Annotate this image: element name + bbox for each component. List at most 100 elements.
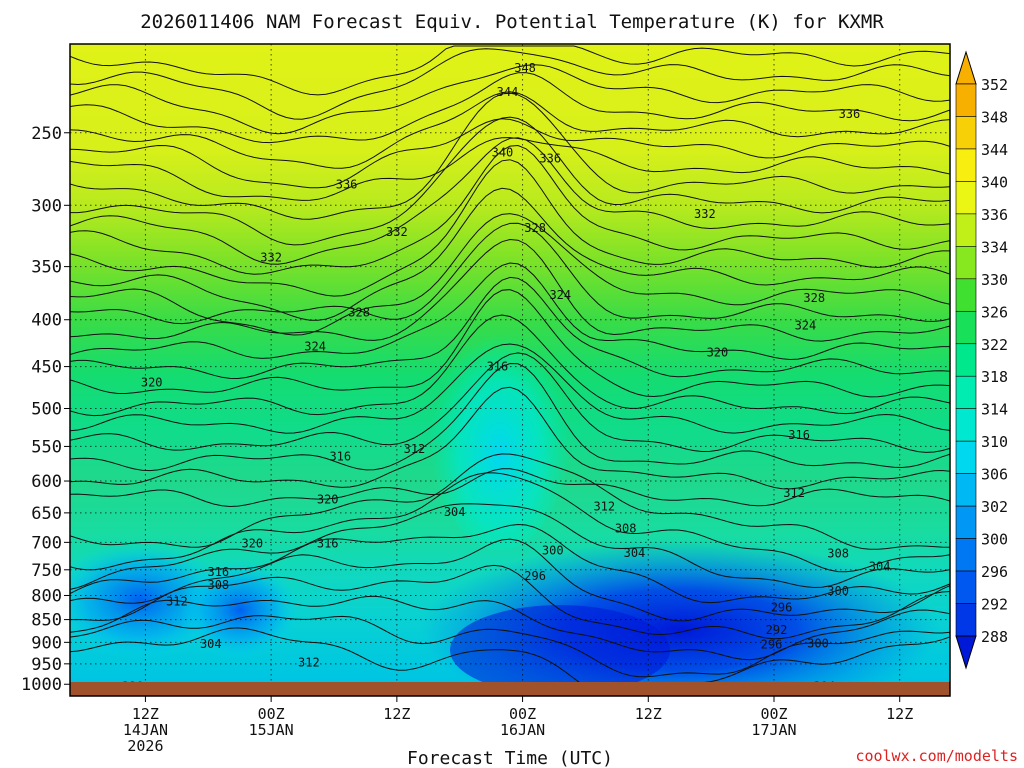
contour-label: 324 [304,340,326,354]
y-tick-label: 850 [31,611,62,631]
colorbar-label: 322 [981,336,1008,354]
plot-area: 348 344 340 336 336 336 332 332 332 328 328 328 324 3… [70,44,950,696]
y-tick-label: 350 [31,258,62,278]
contour-line [70,64,950,135]
chart-title: 2026011406 NAM Forecast Equiv. Potential… [140,11,884,33]
y-tick-label: 400 [31,311,62,331]
contour-line [70,144,950,275]
contour-line [70,343,950,434]
colorbar-label: 344 [981,141,1008,159]
contour-label: 300 [542,544,564,558]
contour-line [70,538,950,622]
colorbar-label: 340 [981,173,1008,191]
contour-label: 312 [298,655,320,669]
credit-text: coolwx.com/modelts [855,747,1018,765]
contour-label: 316 [329,450,351,464]
contour-label: 328 [524,221,546,235]
contour-line [70,137,950,265]
x-tick-label: 14JAN [123,721,168,739]
contour-line [70,48,950,120]
contour-label: 324 [795,319,817,333]
colorbar-swatch [955,246,977,280]
ground-surface [70,682,950,696]
contour-lines [70,45,950,693]
contour-label: 292 [766,623,788,637]
colorbar-swatch [955,148,977,182]
y-tick-label: 800 [31,586,62,606]
contour-label: 296 [771,600,793,614]
contour-label: 320 [141,375,163,389]
colorbar-label: 318 [981,368,1008,386]
contour-label: 312 [783,486,805,500]
colorbar-label: 330 [981,271,1008,289]
contour-line [70,386,950,490]
colorbar-swatch [955,310,977,345]
y-tick-label: 700 [31,533,62,553]
colorbar-swatch [955,473,977,507]
contour-label: 324 [549,288,571,302]
contour-line [70,352,950,453]
contour-label: 300 [807,636,829,650]
contour-label: 336 [336,177,358,191]
y-tick-label: 750 [31,561,62,581]
contour-label: 304 [869,560,891,574]
contour-label: 340 [492,145,514,159]
contour-line [70,595,950,661]
colorbar-swatch [955,408,977,442]
contour-label: 308 [615,521,637,535]
contour-line [70,118,950,189]
contour-label: 316 [487,360,509,374]
contour-line [70,289,950,398]
contour-label: 332 [386,225,408,239]
contour-label: 312 [593,499,615,513]
contour-line [70,92,950,220]
contour-line [70,222,950,325]
y-tick-label: 250 [31,124,62,144]
colorbar-top-extension [955,50,977,85]
contour-label: 296 [524,569,546,583]
contour-line [70,187,950,321]
y-tick-label: 550 [31,437,62,457]
y-tick-label: 950 [31,655,62,675]
contour-line [70,72,950,144]
contour-label: 300 [827,584,849,598]
y-tick-label: 450 [31,358,62,378]
contour-label: 336 [839,107,861,121]
colorbar-swatch [955,343,977,377]
contour-label: 320 [707,345,729,359]
x-tick-label: 15JAN [249,721,294,739]
colorbar-bottom-extension [955,635,977,670]
contour-label: 304 [444,505,466,519]
contour-labels: 348 344 340 336 336 336 332 332 332 328 328 328 324 3… [122,61,891,693]
colorbar-label: 288 [981,628,1008,646]
contour-line [70,472,950,573]
colorbar-swatch [955,440,977,474]
x-tick-label: 17JAN [751,721,796,739]
colorbar-label: 302 [981,498,1008,516]
colorbar-swatch [955,83,977,117]
colorbar: 288 292 296 300 302 306 310 314 318 322 326 330 334 3… [955,50,1008,670]
contour-line [70,453,950,550]
contour-line [70,615,950,678]
x-tick-label: 12Z [635,705,662,723]
colorbar-label: 306 [981,466,1008,484]
low-level-cold-core [450,605,670,695]
contour-label: 320 [317,493,339,507]
contour-label: 336 [539,151,561,165]
colorbar-label: 326 [981,303,1008,321]
colorbar-label: 310 [981,433,1008,451]
x-tick-label: 16JAN [500,721,545,739]
colorbar-swatch [955,278,977,312]
contour-label: 332 [694,207,716,221]
contour-line [70,564,950,640]
x-axis-label: Forecast Time (UTC) [407,748,613,768]
colorbar-label: 334 [981,238,1008,256]
contour-line [70,91,950,169]
x-tick-label: 00Z [760,705,787,723]
contour-label: 328 [348,306,370,320]
contour-label: 304 [200,637,222,651]
colorbar-label: 300 [981,531,1008,549]
x-tick-label: 00Z [258,705,285,723]
colorbar-label: 352 [981,76,1008,94]
